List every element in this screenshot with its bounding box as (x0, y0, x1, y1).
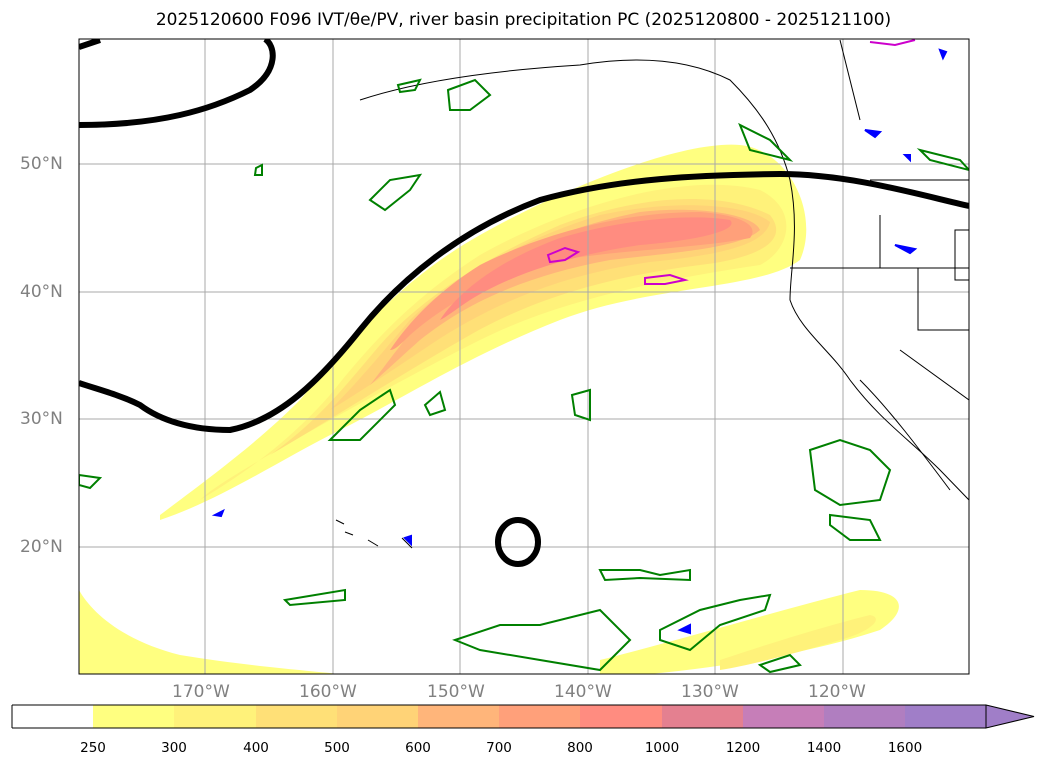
colorbar-tick: 400 (243, 740, 269, 756)
lat-label-20n: 20°N (20, 537, 63, 557)
pv-contours (546, 39, 916, 285)
lon-label-160w: 160°W (299, 682, 357, 702)
lon-label-150w: 150°W (427, 682, 485, 702)
lon-label-140w: 140°W (554, 682, 612, 702)
colorbar-tick: 1600 (887, 740, 923, 756)
ivt-plume (79, 144, 899, 674)
colorbar-tick: 1000 (644, 740, 680, 756)
lat-label-40n: 40°N (20, 282, 63, 302)
colorbar-tick: 1200 (725, 740, 761, 756)
lat-label-50n: 50°N (20, 154, 63, 174)
lon-label-130w: 130°W (681, 682, 739, 702)
chart-title: 2025120600 F096 IVT/θe/PV, river basin p… (155, 10, 892, 30)
colorbar (11, 704, 1035, 729)
precip-contours (79, 78, 969, 674)
ivt-contour (79, 39, 969, 567)
lat-label-30n: 30°N (20, 409, 63, 429)
colorbar-tick: 300 (161, 740, 187, 756)
colorbar-tick: 800 (567, 740, 593, 756)
map-gridlines (79, 39, 969, 674)
plot-frame (78, 38, 970, 675)
lon-label-170w: 170°W (172, 682, 230, 702)
colorbar-tick: 700 (486, 740, 512, 756)
colorbar-tick: 600 (405, 740, 431, 756)
colorbar-tick: 1400 (806, 740, 842, 756)
lon-label-120w: 120°W (808, 682, 866, 702)
colorbar-tick: 500 (324, 740, 350, 756)
theta-contours (211, 48, 948, 635)
colorbar-tick: 250 (80, 740, 106, 756)
